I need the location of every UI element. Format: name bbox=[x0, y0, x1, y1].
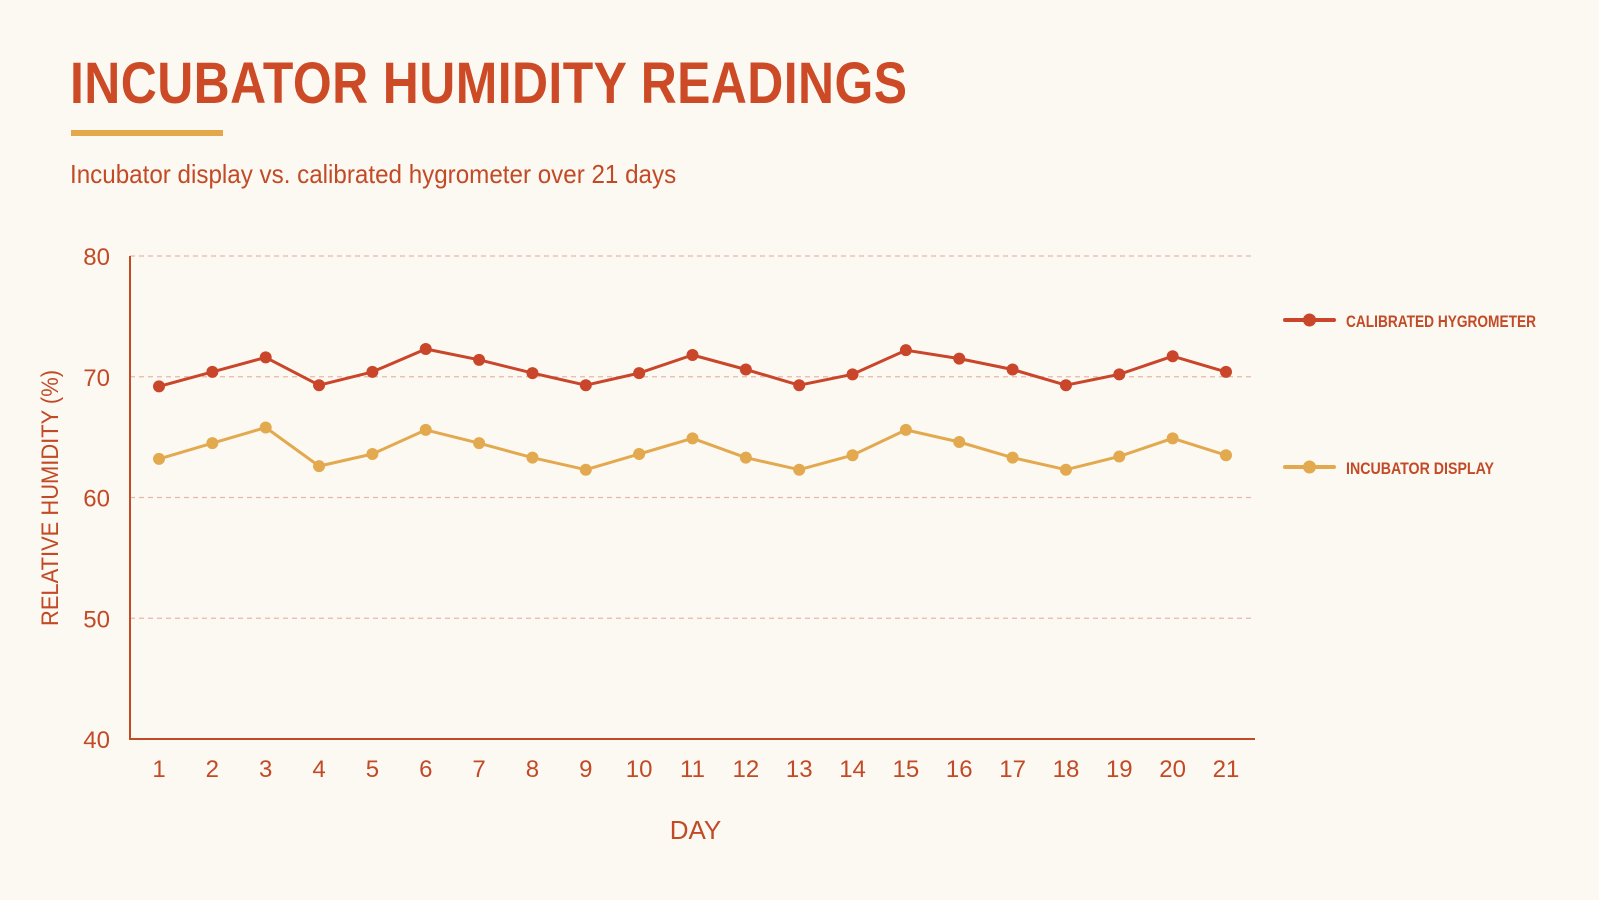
data-point bbox=[419, 423, 432, 436]
y-tick-label: 70 bbox=[83, 365, 110, 392]
data-point bbox=[419, 342, 432, 355]
data-point bbox=[206, 437, 219, 450]
data-point bbox=[366, 448, 379, 461]
data-point bbox=[793, 379, 806, 392]
data-point bbox=[686, 432, 699, 445]
x-tick-label: 18 bbox=[1053, 756, 1080, 783]
data-point bbox=[259, 351, 272, 364]
y-axis-label: RELATIVE HUMIDITY (%) bbox=[37, 370, 64, 626]
x-tick-label: 13 bbox=[786, 756, 813, 783]
data-point bbox=[1220, 365, 1232, 378]
data-point bbox=[526, 451, 539, 464]
data-point bbox=[579, 463, 592, 476]
data-point bbox=[366, 365, 379, 378]
x-tick-label: 12 bbox=[732, 756, 759, 783]
chart-subtitle: Incubator display vs. calibrated hygrome… bbox=[70, 159, 677, 189]
data-point bbox=[739, 451, 752, 464]
y-tick-label: 80 bbox=[83, 244, 110, 271]
x-tick-label: 5 bbox=[366, 756, 379, 783]
data-point bbox=[899, 423, 912, 436]
x-tick-label: 6 bbox=[419, 756, 432, 783]
x-tick-label: 21 bbox=[1213, 756, 1240, 783]
title-underline bbox=[71, 130, 223, 136]
series-calibrated-hygrometer bbox=[153, 342, 1232, 393]
data-point bbox=[313, 460, 326, 473]
chart-title: INCUBATOR HUMIDITY READINGS bbox=[70, 51, 908, 116]
x-tick-label: 2 bbox=[206, 756, 219, 783]
x-tick-label: 17 bbox=[999, 756, 1026, 783]
gridlines bbox=[130, 255, 1255, 619]
data-point bbox=[579, 379, 592, 392]
y-tick-label: 60 bbox=[83, 486, 110, 513]
data-point bbox=[739, 363, 752, 376]
legend-label: INCUBATOR DISPLAY bbox=[1346, 459, 1495, 478]
data-point bbox=[953, 352, 966, 365]
data-point bbox=[633, 367, 646, 380]
data-point bbox=[153, 380, 165, 393]
data-point bbox=[1166, 432, 1179, 445]
series-incubator-display bbox=[153, 421, 1232, 476]
data-point bbox=[526, 367, 539, 380]
data-point bbox=[473, 353, 486, 366]
x-tick-label: 11 bbox=[680, 756, 705, 783]
data-point bbox=[1006, 363, 1019, 376]
x-tick-label: 14 bbox=[839, 756, 866, 783]
data-point bbox=[1220, 449, 1232, 462]
x-tick-label: 15 bbox=[893, 756, 920, 783]
data-point bbox=[686, 349, 699, 362]
x-tick-label: 4 bbox=[312, 756, 325, 783]
x-axis-label: DAY bbox=[670, 815, 722, 845]
series-group bbox=[153, 342, 1232, 476]
data-point bbox=[633, 448, 646, 461]
data-point bbox=[1166, 350, 1179, 363]
data-point bbox=[259, 421, 272, 434]
legend-swatch-marker bbox=[1303, 460, 1316, 474]
data-point bbox=[899, 344, 912, 357]
data-point bbox=[953, 435, 966, 448]
data-point bbox=[793, 463, 806, 476]
data-point bbox=[206, 365, 219, 378]
data-point bbox=[153, 452, 165, 465]
x-tick-label: 16 bbox=[946, 756, 973, 783]
data-point bbox=[1113, 368, 1126, 381]
data-point bbox=[313, 379, 326, 392]
data-point bbox=[1059, 379, 1072, 392]
x-tick-label: 3 bbox=[259, 756, 272, 783]
x-tick-label: 20 bbox=[1159, 756, 1186, 783]
data-point bbox=[1113, 450, 1126, 463]
x-tick-label: 8 bbox=[526, 756, 539, 783]
legend-swatch-marker bbox=[1303, 313, 1316, 327]
x-tick-label: 19 bbox=[1106, 756, 1133, 783]
y-tick-label: 50 bbox=[83, 606, 110, 633]
data-point bbox=[1059, 463, 1072, 476]
x-tick-label: 7 bbox=[472, 756, 485, 783]
legend-item: INCUBATOR DISPLAY bbox=[1283, 459, 1495, 478]
data-point bbox=[846, 449, 859, 462]
legend-label: CALIBRATED HYGROMETER bbox=[1346, 312, 1536, 331]
x-tick-label: 10 bbox=[626, 756, 653, 783]
y-tick-label: 40 bbox=[83, 727, 110, 754]
legend: CALIBRATED HYGROMETER INCUBATOR DISPLAY bbox=[1283, 312, 1536, 478]
x-tick-label: 1 bbox=[152, 756, 165, 783]
data-point bbox=[1006, 451, 1019, 464]
x-tick-label: 9 bbox=[579, 756, 592, 783]
legend-item: CALIBRATED HYGROMETER bbox=[1283, 312, 1536, 331]
data-point bbox=[846, 368, 859, 381]
data-point bbox=[473, 437, 486, 450]
